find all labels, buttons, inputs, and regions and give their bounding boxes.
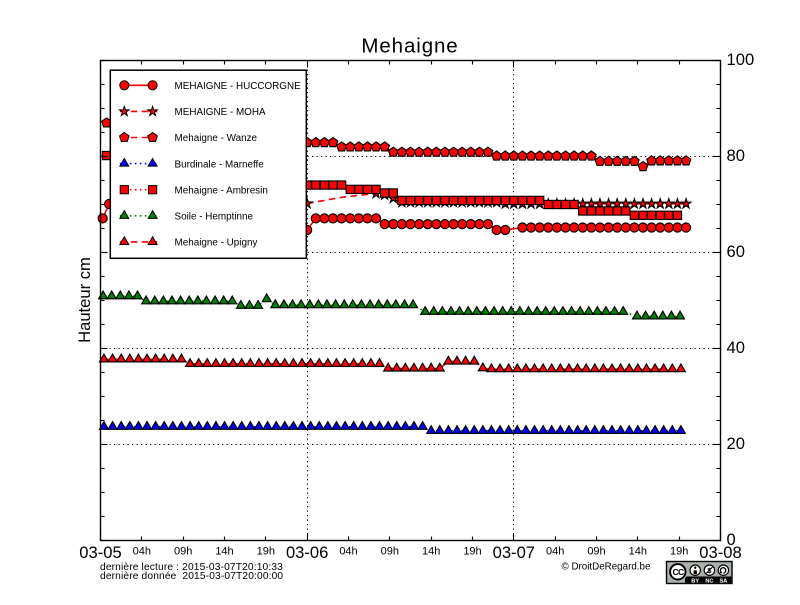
svg-text:80: 80	[727, 146, 745, 165]
svg-text:40: 40	[727, 338, 745, 357]
svg-text:100: 100	[727, 50, 755, 69]
svg-text:BY: BY	[691, 578, 699, 584]
svg-text:14h: 14h	[422, 546, 440, 558]
svg-text:09h: 09h	[381, 546, 399, 558]
svg-text:20: 20	[727, 434, 745, 453]
svg-text:MEHAIGNE - MOHA: MEHAIGNE - MOHA	[175, 107, 266, 118]
svg-text:Hauteur cm: Hauteur cm	[75, 257, 94, 343]
svg-text:04h: 04h	[133, 546, 151, 558]
svg-text:dernière lecture : 2015-03-07T: dernière lecture : 2015-03-07T20:10:33	[100, 562, 283, 573]
svg-text:03-06: 03-06	[286, 543, 328, 562]
svg-text:03-05: 03-05	[79, 543, 121, 562]
svg-text:19h: 19h	[257, 546, 275, 558]
svg-text:CC: CC	[672, 567, 684, 577]
svg-text:SA: SA	[720, 578, 728, 584]
svg-text:04h: 04h	[546, 546, 564, 558]
svg-text:Burdinale - Marneffe: Burdinale - Marneffe	[175, 159, 265, 170]
svg-text:MEHAIGNE - HUCCORGNE: MEHAIGNE - HUCCORGNE	[175, 81, 302, 92]
svg-text:09h: 09h	[587, 546, 605, 558]
svg-text:© DroitDeRegard.be: © DroitDeRegard.be	[562, 562, 651, 573]
svg-text:19h: 19h	[670, 546, 688, 558]
svg-text:Mehaigne - Ambresin: Mehaigne - Ambresin	[175, 185, 268, 196]
svg-text:Mehaigne - Upigny: Mehaigne - Upigny	[175, 238, 258, 249]
svg-text:14h: 14h	[629, 546, 647, 558]
svg-text:Soile - Hemptinne: Soile - Hemptinne	[175, 212, 254, 223]
svg-text:03-07: 03-07	[493, 543, 535, 562]
svg-text:Mehaigne: Mehaigne	[361, 35, 458, 58]
svg-text:0: 0	[727, 530, 736, 549]
svg-text:14h: 14h	[215, 546, 233, 558]
svg-text:Mehaigne - Wanze: Mehaigne - Wanze	[175, 133, 258, 144]
svg-text:19h: 19h	[463, 546, 481, 558]
svg-text:09h: 09h	[174, 546, 192, 558]
svg-text:NC: NC	[705, 578, 713, 584]
svg-text:03-08: 03-08	[699, 543, 741, 562]
svg-text:dernière donnée 2015-03-07T20: dernière donnée 2015-03-07T20:00:00	[100, 571, 283, 582]
svg-text:04h: 04h	[339, 546, 357, 558]
svg-text:60: 60	[727, 242, 745, 261]
